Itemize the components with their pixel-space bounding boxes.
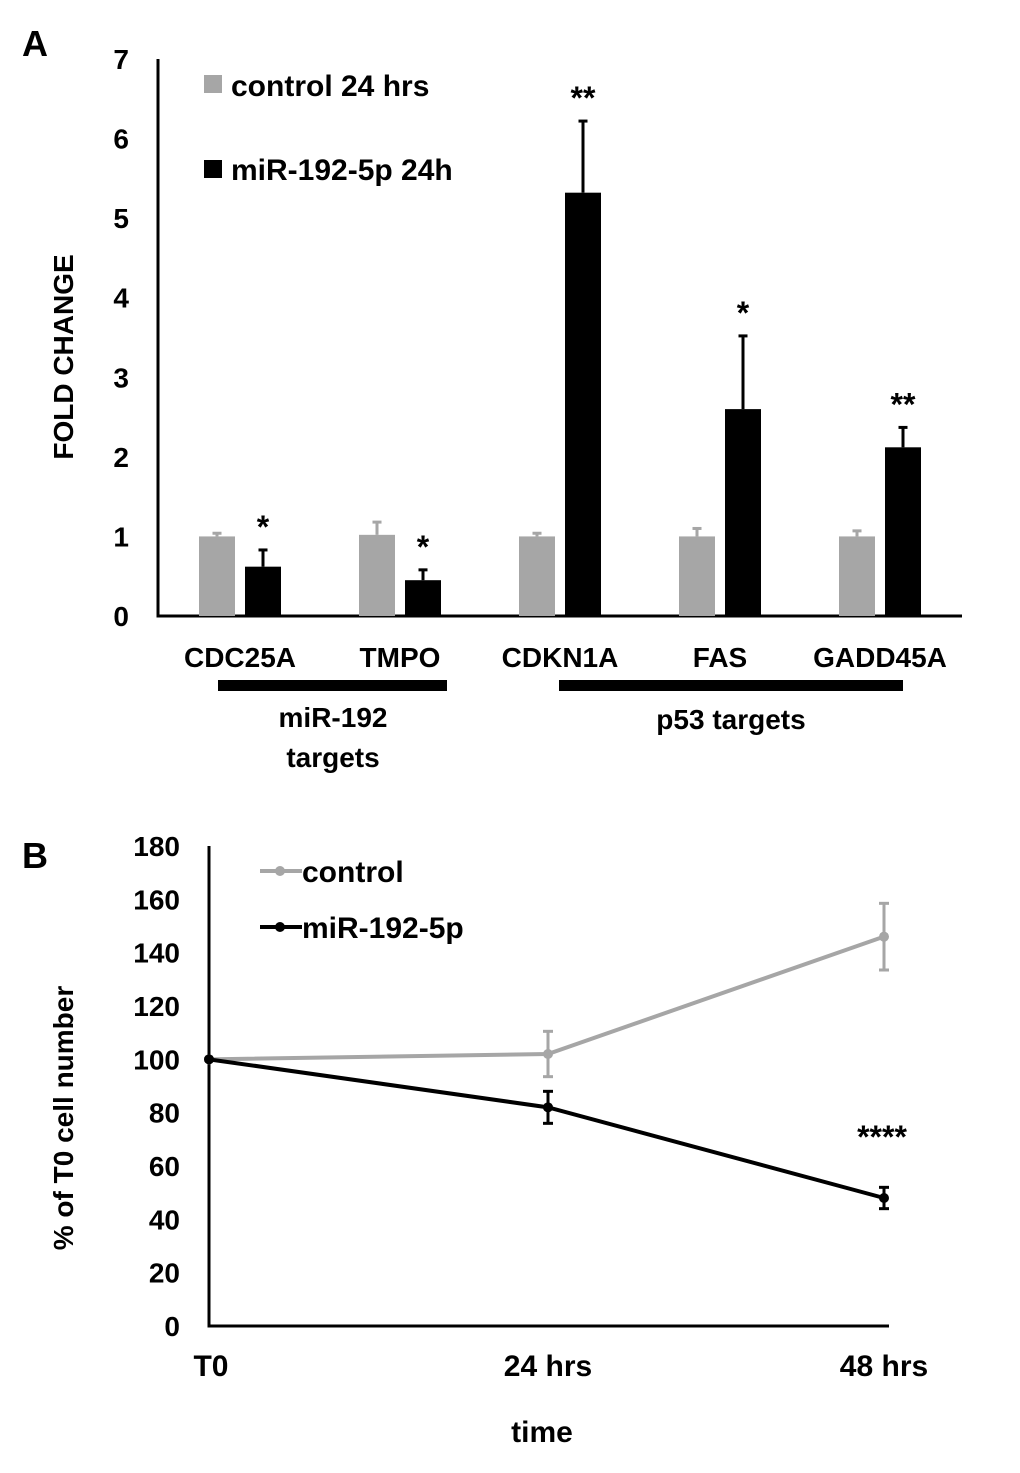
panel-b-x-tick-label-48-hrs: 48 hrs	[840, 1350, 928, 1383]
category-label-gadd45a: GADD45A	[813, 642, 947, 673]
panel-a-y-tick-label: 2	[113, 442, 129, 473]
panel-b-y-tick-label: 40	[149, 1204, 180, 1235]
legend-a-treated-swatch	[204, 160, 222, 178]
bar-mir-192-5p-24h-tmpo	[405, 580, 441, 616]
data-point-control-48-hrs	[879, 931, 889, 942]
group-label-mir192-line1: miR-192	[279, 702, 388, 733]
panel-a-y-tick-label: 5	[113, 203, 129, 234]
panel-a-y-tick-label: 4	[113, 283, 129, 314]
panel-b-x-tick-label-24-hrs: 24 hrs	[504, 1350, 592, 1383]
bar-control-24-hrs-cdc25a	[199, 536, 235, 616]
significance-marker-gadd45a: **	[891, 386, 916, 422]
legend-b-control-marker	[275, 866, 285, 876]
panel-b-y-tick-label: 80	[149, 1098, 180, 1129]
legend-b-treated-label: miR-192-5p	[302, 912, 464, 945]
bar-control-24-hrs-cdkn1a	[519, 536, 555, 616]
panel-b-x-axis-title: time	[511, 1416, 573, 1449]
category-label-cdkn1a: CDKN1A	[502, 642, 619, 673]
data-point-mir-192-5p-t0	[204, 1054, 214, 1065]
panel-b-y-tick-label: 20	[149, 1258, 180, 1289]
bar-control-24-hrs-tmpo	[359, 534, 395, 616]
legend-b-control-label: control	[302, 856, 404, 889]
legend-a-treated-label: miR-192-5p 24h	[231, 154, 453, 187]
panel-b-y-tick-label: 180	[133, 831, 180, 862]
panel-b-x-tick-label-t0: T0	[193, 1350, 228, 1383]
bar-mir-192-5p-24h-fas	[725, 409, 761, 616]
category-label-tmpo: TMPO	[360, 642, 441, 673]
bar-control-24-hrs-fas	[679, 536, 715, 616]
bar-mir-192-5p-24h-cdkn1a	[565, 192, 601, 616]
panel-b-y-tick-label: 60	[149, 1151, 180, 1182]
panel-b-y-tick-label: 0	[164, 1311, 180, 1342]
panel-b-y-tick-label: 160	[133, 884, 180, 915]
legend-a-control-label: control 24 hrs	[231, 70, 429, 103]
significance-marker-cdkn1a: **	[571, 80, 596, 116]
panel-a-y-tick-label: 1	[113, 521, 129, 552]
series-line-mir-192-5p	[208, 1057, 885, 1200]
group-label-p53-targets: p53 targets	[656, 704, 805, 735]
panel-a-y-axis-title: FOLD CHANGE	[48, 254, 79, 459]
data-point-mir-192-5p-48-hrs	[879, 1193, 889, 1203]
group-bracket-p53-targets	[559, 680, 903, 691]
panel-b-y-tick-label: 120	[133, 991, 180, 1022]
panel-a-y-tick-label: 7	[113, 44, 129, 75]
panel-a-y-tick-label: 0	[113, 601, 129, 632]
significance-marker-cdc25a: *	[257, 509, 270, 545]
panel-a-y-tick-label: 3	[113, 362, 129, 393]
panel-b-y-axis-title: % of T0 cell number	[48, 986, 79, 1251]
category-label-cdc25a: CDC25A	[184, 642, 296, 673]
bar-mir-192-5p-24h-cdc25a	[245, 566, 281, 616]
group-label-mir192-line2: targets	[286, 742, 379, 773]
group-bracket-mir192-targets	[218, 680, 447, 691]
category-label-fas: FAS	[693, 642, 747, 673]
panel-a-y-tick-label: 6	[113, 124, 129, 155]
panel-b-label: B	[22, 835, 48, 876]
panel-b-y-tick-label: 140	[133, 938, 180, 969]
panel-b-y-tick-label: 100	[133, 1044, 180, 1075]
bar-control-24-hrs-gadd45a	[839, 536, 875, 616]
significance-marker-tmpo: *	[417, 529, 430, 565]
legend-a-control-swatch	[204, 75, 222, 93]
significance-marker-fas: *	[737, 295, 750, 331]
bar-mir-192-5p-24h-gadd45a	[885, 447, 921, 616]
data-point-control-24-hrs	[543, 1049, 553, 1059]
legend-b-treated-marker	[275, 922, 285, 932]
panel-a-label: A	[22, 23, 48, 64]
significance-annotation-48hrs: ****	[857, 1119, 907, 1155]
data-point-mir-192-5p-24-hrs	[543, 1102, 553, 1113]
